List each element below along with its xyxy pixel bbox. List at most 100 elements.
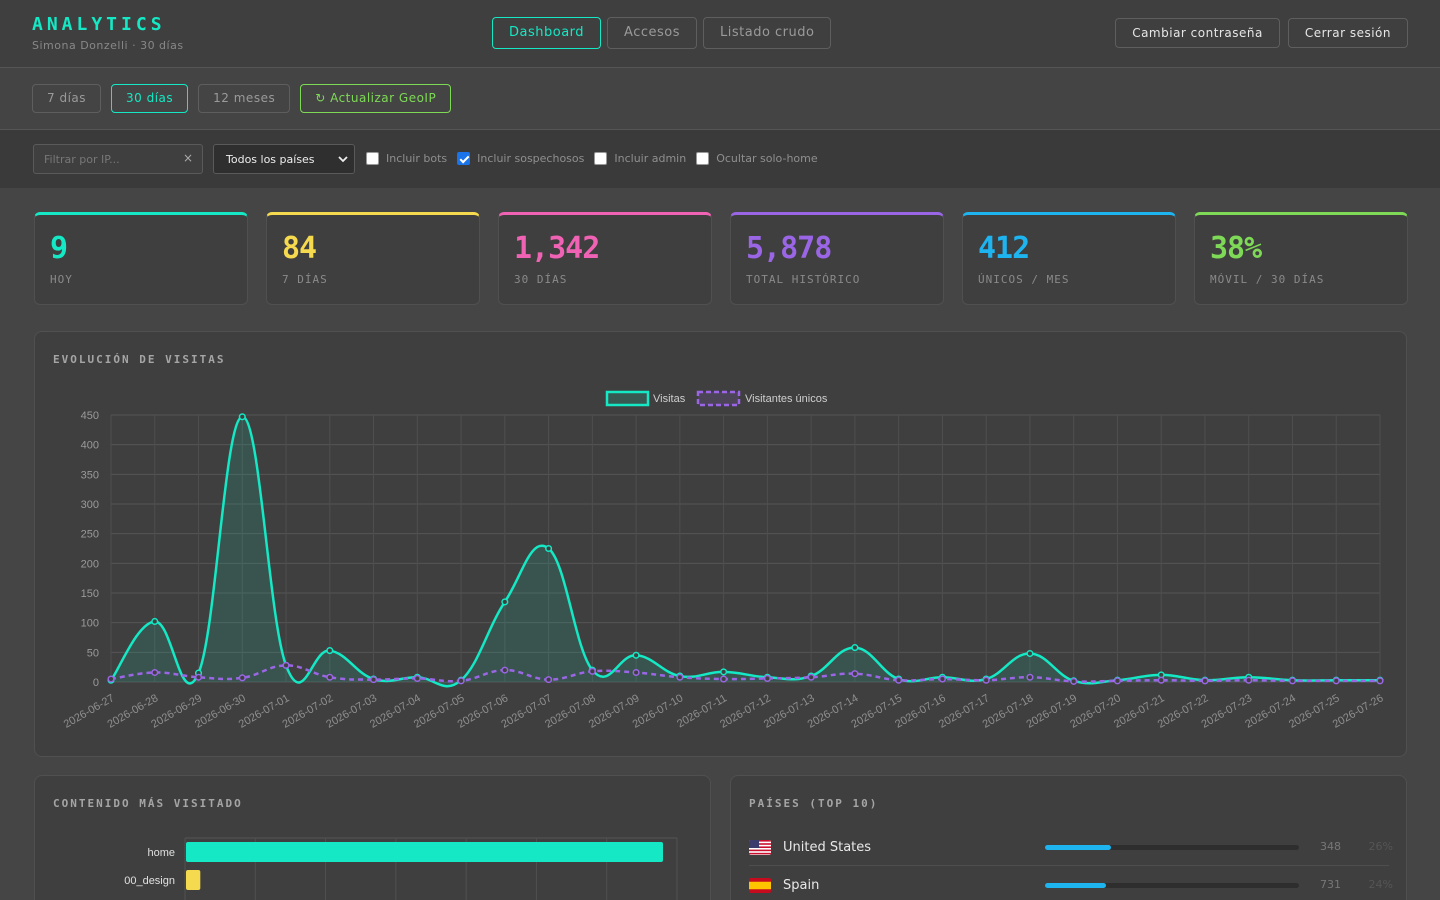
include-suspicious-checkbox[interactable]: Incluir sospechosos [457,152,584,165]
include-admin-checkbox[interactable]: Incluir admin [594,152,686,165]
range-30-days-button[interactable]: 30 días [111,84,189,113]
tab-listado-crudo[interactable]: Listado crudo [703,17,832,49]
country-select[interactable]: Todos los países [213,144,355,174]
data-point [807,673,815,681]
data-point [238,413,246,421]
y-tick-label: 450 [81,410,99,422]
y-tick-label: 250 [81,529,99,541]
data-point [501,598,509,606]
content-bar [186,842,663,862]
y-tick-label: 300 [81,499,99,511]
data-point [1332,677,1340,685]
legend-label: Visitas [653,393,686,405]
data-point [763,674,771,682]
stat-value: 5,878 [746,231,832,266]
stat-value: 1,342 [514,231,600,266]
hide-home-only-checkbox[interactable]: Ocultar solo-home [696,152,818,165]
content-bar [186,870,201,890]
stat-value: 412 [978,231,1030,266]
data-point [1157,676,1165,684]
data-point [326,673,334,681]
ip-filter-input[interactable] [33,144,203,174]
range-12-months-button[interactable]: 12 meses [198,84,291,113]
data-point [676,673,684,681]
y-tick-label: 400 [81,440,99,452]
country-bar-fill [1045,883,1106,888]
stat-value: 38% [1210,231,1262,266]
data-point [238,674,246,682]
content-bar-label: 00_design [124,875,175,887]
tab-dashboard[interactable]: Dashboard [492,17,602,49]
data-point [851,644,859,652]
panel-title: CONTENIDO MÁS VISITADO [53,797,243,810]
filter-checkboxes: Incluir bots Incluir sospechosos Incluir… [366,152,818,165]
data-point [545,544,553,553]
checkbox-box[interactable] [366,152,379,165]
country-percent: 26% [1368,840,1393,853]
data-point [1245,676,1253,684]
es-flag-icon [749,877,771,893]
country-name: United States [783,839,872,855]
stat-cards: 9 HOY 84 7 DÍAS 1,342 30 DÍAS 5,878 TOTA… [34,212,1408,305]
stat-label: TOTAL HISTÓRICO [746,273,861,286]
data-point [720,675,728,683]
header-actions: Cambiar contraseña Cerrar sesión [1115,18,1408,48]
main-nav: Dashboard Accesos Listado crudo [492,17,832,49]
stat-card-total: 5,878 TOTAL HISTÓRICO [730,212,944,305]
checkbox-label: Ocultar solo-home [716,152,818,165]
data-point [151,668,159,677]
panel-title: EVOLUCIÓN DE VISITAS [53,353,226,366]
checkbox-label: Incluir admin [614,152,687,165]
data-point [370,676,378,684]
data-point [588,667,596,675]
data-point [1113,677,1121,685]
y-tick-label: 350 [81,469,99,481]
data-point [1376,677,1384,685]
data-point [895,676,903,684]
data-point [982,676,990,684]
data-point [1201,677,1209,685]
include-bots-checkbox[interactable]: Incluir bots [366,152,447,165]
stat-label: 7 DÍAS [282,273,328,286]
checkbox-box[interactable] [696,152,710,165]
series-line [110,664,1380,683]
stat-value: 84 [282,231,317,266]
us-flag-icon [749,839,771,855]
checkbox-box[interactable] [594,152,608,165]
y-tick-label: 50 [87,647,99,659]
clear-icon[interactable]: × [183,151,194,165]
y-tick-label: 150 [81,588,99,600]
stat-label: 30 DÍAS [514,273,568,286]
country-bar-track [1045,845,1299,850]
stat-card-30-days: 1,342 30 DÍAS [498,212,712,305]
country-select-value: Todos los países [226,152,315,166]
logout-button[interactable]: Cerrar sesión [1287,18,1408,48]
stat-card-mobile: 38% MÓVIL / 30 DÍAS [1194,212,1408,305]
data-point [938,675,946,683]
refresh-geoip-button[interactable]: ↻ Actualizar GeoIP [300,84,452,113]
chart-legend: Visitas Visitantes únicos [605,390,828,407]
country-name: Spain [783,877,820,893]
country-percent: 24% [1368,878,1393,891]
data-point [107,675,115,683]
checkbox-box[interactable] [457,152,471,165]
country-row: United States 348 26% [749,829,1393,865]
visits-line-chart: 0501001502002503003504004502026-06-27202… [62,390,1386,731]
country-count: 348 [1320,840,1341,853]
change-password-button[interactable]: Cambiar contraseña [1115,18,1280,48]
country-row: Spain 731 24% [749,867,1393,900]
data-point [632,668,640,677]
data-point [457,677,465,685]
panel-title: PAÍSES (TOP 10) [749,797,879,810]
data-point [413,674,421,682]
app-title: ANALYTICS [32,14,166,35]
checkbox-label: Incluir bots [386,152,448,165]
data-point [851,670,859,678]
top-header: ANALYTICS Simona Donzelli · 30 días Dash… [0,0,1440,68]
range-selector: 7 días 30 días 12 meses ↻ Actualizar Geo… [32,84,452,113]
range-7-days-button[interactable]: 7 días [32,84,102,113]
top-content-bar-chart: home 00_design [124,837,678,900]
range-bar: 7 días 30 días 12 meses ↻ Actualizar Geo… [0,68,1440,130]
tab-accesos[interactable]: Accesos [607,17,697,49]
series-line [109,415,1380,688]
